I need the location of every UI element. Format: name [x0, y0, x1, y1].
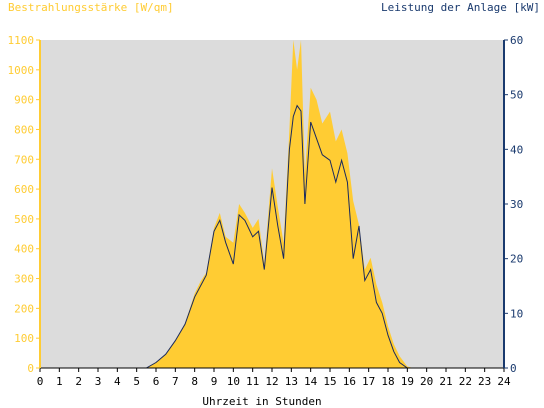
left-axis-title: Bestrahlungsstärke [W/qm] — [8, 1, 174, 14]
x-axis-title: Uhrzeit in Stunden — [202, 395, 321, 408]
x-tick-label: 19 — [401, 375, 414, 388]
irradiance-series — [40, 40, 504, 368]
x-axis-ticks: 0 1 2 3 4 5 6 7 8 9 10 11 12 13 14 15 16 17 18 19 20 21 22 23 24 — [37, 368, 511, 388]
x-tick-label: 7 — [172, 375, 179, 388]
right-tick-label: 60 — [510, 34, 523, 47]
left-tick-label: 800 — [14, 123, 34, 136]
left-tick-label: 100 — [14, 332, 34, 345]
right-tick-label: 0 — [510, 362, 517, 375]
left-tick-label: 600 — [14, 183, 34, 196]
left-tick-label: 0 — [27, 362, 34, 375]
x-tick-label: 17 — [362, 375, 375, 388]
x-tick-label: 2 — [75, 375, 82, 388]
x-tick-label: 24 — [497, 375, 511, 388]
power-series — [40, 104, 504, 369]
x-tick-label: 6 — [153, 375, 160, 388]
left-axis-ticks: 0 100 200 300 400 500 600 700 800 900 1000 1100 — [8, 34, 40, 375]
x-tick-label: 16 — [343, 375, 356, 388]
x-tick-label: 15 — [323, 375, 336, 388]
x-tick-label: 23 — [478, 375, 491, 388]
x-tick-label: 11 — [246, 375, 259, 388]
x-tick-label: 12 — [265, 375, 278, 388]
x-tick-label: 10 — [227, 375, 240, 388]
right-axis-title: Leistung der Anlage [kW] — [381, 1, 540, 14]
x-tick-label: 22 — [459, 375, 472, 388]
left-tick-label: 300 — [14, 273, 34, 286]
right-tick-label: 50 — [510, 89, 523, 102]
right-tick-label: 40 — [510, 143, 523, 156]
right-axis-ticks: 0 10 20 30 40 50 60 — [504, 34, 523, 375]
x-tick-label: 18 — [381, 375, 394, 388]
x-tick-label: 13 — [285, 375, 298, 388]
left-tick-label: 700 — [14, 153, 34, 166]
x-tick-label: 20 — [420, 375, 433, 388]
x-tick-label: 21 — [439, 375, 452, 388]
left-tick-label: 400 — [14, 243, 34, 256]
left-tick-label: 1000 — [8, 64, 35, 77]
x-tick-label: 9 — [211, 375, 218, 388]
irradiance-area — [40, 40, 504, 368]
left-tick-label: 500 — [14, 213, 34, 226]
left-tick-label: 1100 — [8, 34, 35, 47]
x-tick-label: 14 — [304, 375, 318, 388]
x-tick-label: 5 — [133, 375, 140, 388]
power-line — [40, 104, 504, 369]
x-tick-label: 8 — [191, 375, 198, 388]
x-tick-label: 1 — [56, 375, 63, 388]
right-tick-label: 10 — [510, 307, 523, 320]
right-tick-label: 20 — [510, 253, 523, 266]
right-tick-label: 30 — [510, 198, 523, 211]
x-tick-label: 3 — [95, 375, 102, 388]
left-tick-label: 200 — [14, 302, 34, 315]
left-tick-label: 900 — [14, 94, 34, 107]
x-tick-label: 0 — [37, 375, 44, 388]
x-tick-label: 4 — [114, 375, 121, 388]
